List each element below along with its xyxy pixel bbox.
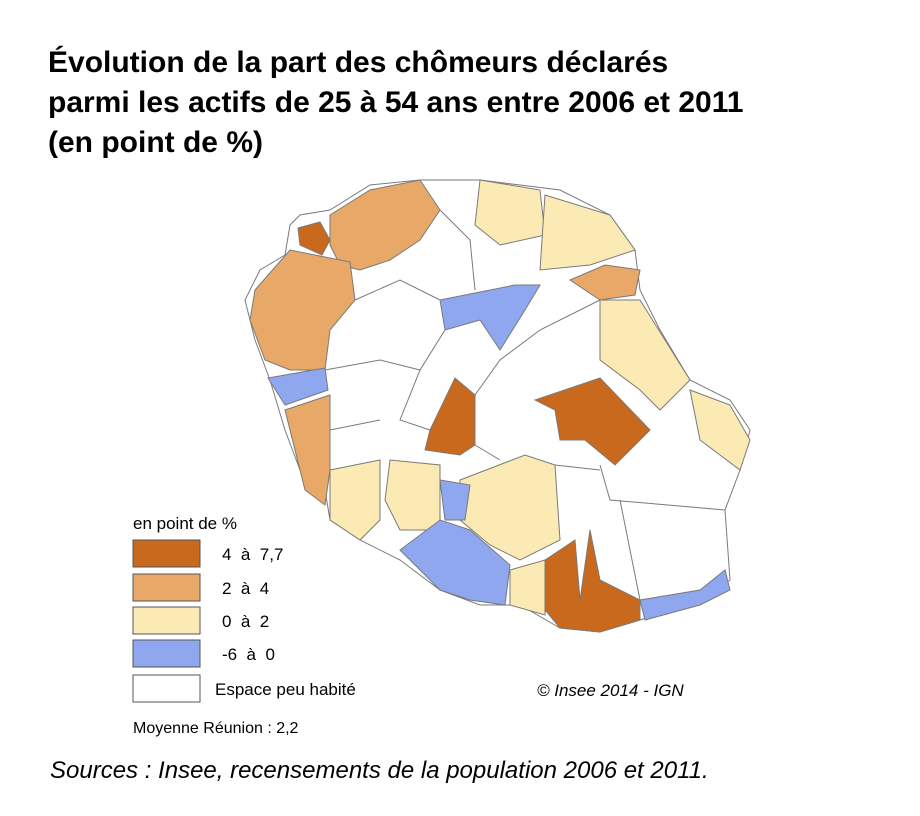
region [267, 367, 329, 406]
legend-swatch [132, 539, 201, 568]
legend-label: 0 à 2 [222, 612, 269, 631]
legend-label: 2 à 4 [222, 579, 269, 598]
region [329, 459, 381, 541]
legend-label: -6 à 0 [222, 645, 275, 664]
title-line: (en point de %) [48, 126, 263, 159]
region [599, 299, 691, 411]
region [329, 179, 441, 271]
legend-swatch [132, 573, 201, 602]
legend-swatch [132, 674, 201, 703]
region [539, 194, 636, 271]
legend-swatch [132, 606, 201, 635]
region [533, 377, 651, 466]
region [639, 569, 731, 621]
title-line: parmi les actifs de 25 à 54 ans entre 20… [48, 86, 743, 119]
legend-label: 4 à 7,7 [222, 545, 283, 564]
region [249, 249, 356, 371]
legend: 4 à 7,7 2 à 4 0 à 2 -6 à 0 Espace peu habité [132, 539, 356, 703]
title-line: Évolution de la part des chômeurs déclar… [48, 45, 668, 79]
map [244, 179, 751, 633]
region [689, 389, 751, 471]
region [568, 264, 641, 301]
legend-title: en point de % [133, 514, 237, 533]
region [384, 459, 441, 531]
region [459, 454, 561, 561]
region [399, 519, 511, 606]
region [297, 221, 331, 256]
average: Moyenne Réunion : 2,2 [133, 720, 299, 737]
legend-swatch [132, 639, 201, 668]
region [509, 559, 546, 616]
region [474, 179, 546, 246]
sources: Sources : Insee, recensements de la popu… [50, 757, 709, 784]
copyright: © Insee 2014 - IGN [537, 681, 684, 700]
boundary [324, 209, 726, 601]
legend-label: Espace peu habité [215, 680, 356, 699]
region [439, 284, 541, 351]
region [284, 394, 331, 506]
region [439, 479, 471, 521]
